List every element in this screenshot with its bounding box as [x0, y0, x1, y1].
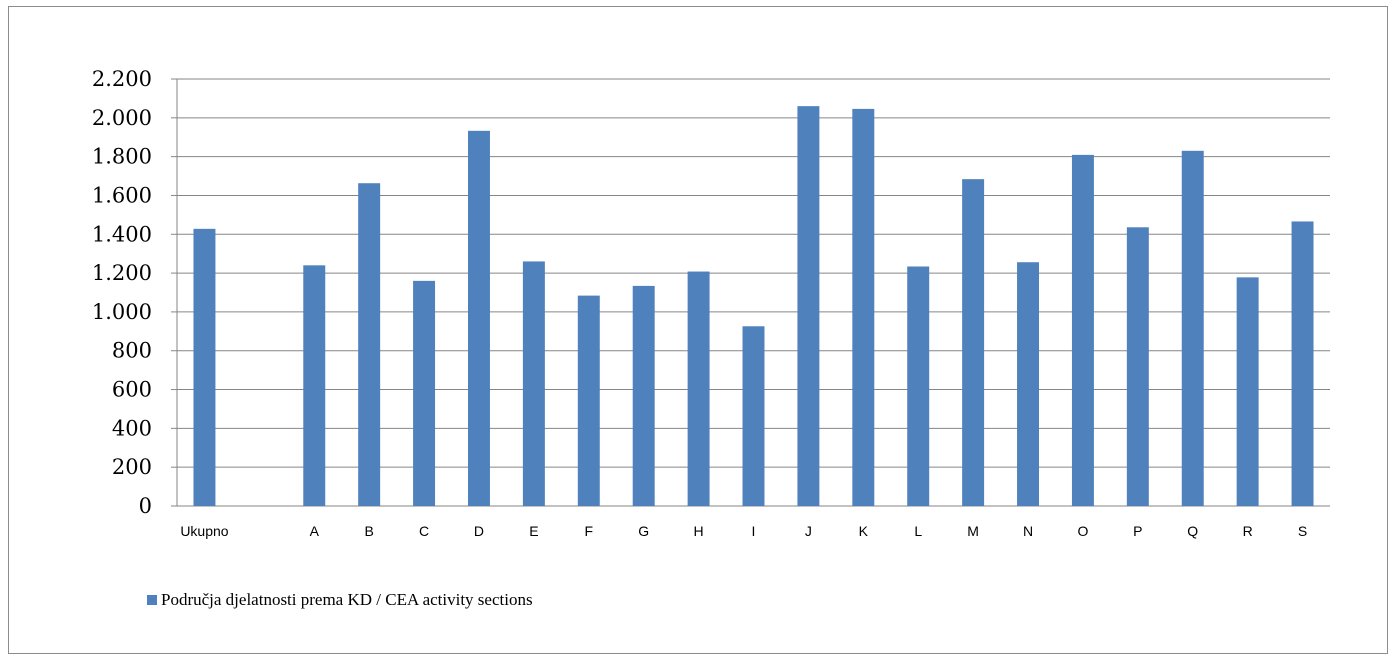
- bar-S: [1291, 221, 1314, 507]
- legend-swatch: [147, 595, 157, 605]
- x-tick-label: K: [859, 523, 869, 539]
- x-tick-label: J: [805, 523, 812, 539]
- bar-A: [303, 265, 326, 506]
- x-tick-label: Ukupno: [180, 523, 228, 539]
- x-tick-label: F: [585, 523, 594, 539]
- y-tick-label: 400: [112, 416, 152, 440]
- x-tick-label: G: [638, 523, 649, 539]
- bar-H: [687, 271, 710, 506]
- bar-P: [1126, 227, 1149, 506]
- bar-R: [1236, 277, 1259, 506]
- y-axis-ticks: 0 200 400 600 800 1.000 1.200 1.400 1.600 1.800 2.…: [92, 67, 152, 518]
- y-tick-label: 2.000: [92, 106, 152, 130]
- bar-Q: [1181, 150, 1204, 506]
- x-tick-label: D: [474, 523, 484, 539]
- x-tick-label: R: [1243, 523, 1253, 539]
- legend: Područja djelatnosti prema KD / CEA acti…: [147, 590, 533, 610]
- y-tick-label: 1.600: [92, 183, 152, 207]
- y-tick-label: 2.200: [92, 67, 152, 91]
- x-tick-label: B: [364, 523, 373, 539]
- bar-L: [907, 266, 930, 506]
- bar-G: [632, 285, 655, 506]
- x-tick-label: I: [752, 523, 756, 539]
- legend-label: Područja djelatnosti prema KD / CEA acti…: [161, 590, 533, 609]
- x-tick-label: M: [967, 523, 979, 539]
- bar-O: [1071, 154, 1094, 507]
- bar-C: [413, 280, 436, 506]
- y-tick-label: 0: [139, 494, 152, 518]
- y-tick-label: 600: [112, 378, 152, 402]
- bar-F: [577, 295, 600, 506]
- x-tick-label: P: [1133, 523, 1142, 539]
- bar-B: [358, 183, 381, 507]
- x-tick-label: H: [694, 523, 704, 539]
- y-tick-label: 1.000: [92, 300, 152, 324]
- y-tick-label: 800: [112, 339, 152, 363]
- y-tick-label: 200: [112, 455, 152, 479]
- x-tick-label: E: [529, 523, 538, 539]
- x-axis-ticks: Ukupno A B C D E F G H I J K L M N O P Q R S: [180, 523, 1307, 539]
- x-tick-label: O: [1077, 523, 1088, 539]
- x-tick-label: C: [419, 523, 429, 539]
- x-tick-label: N: [1023, 523, 1033, 539]
- x-tick-label: Q: [1187, 523, 1198, 539]
- bar-I: [742, 326, 765, 506]
- y-tick-label: 1.200: [92, 261, 152, 285]
- bar-D: [467, 130, 490, 506]
- y-tick-label: 1.400: [92, 222, 152, 246]
- bar-E: [522, 261, 545, 506]
- bar-K: [852, 108, 875, 506]
- x-tick-label: L: [914, 523, 922, 539]
- y-tick-label: 1.800: [92, 145, 152, 169]
- bar-Ukupno: [193, 228, 216, 506]
- x-tick-label: S: [1298, 523, 1307, 539]
- bar-M: [962, 179, 985, 506]
- bar-J: [797, 106, 820, 506]
- x-tick-label: A: [310, 523, 320, 539]
- bar-N: [1017, 262, 1040, 506]
- bars: [193, 106, 1314, 507]
